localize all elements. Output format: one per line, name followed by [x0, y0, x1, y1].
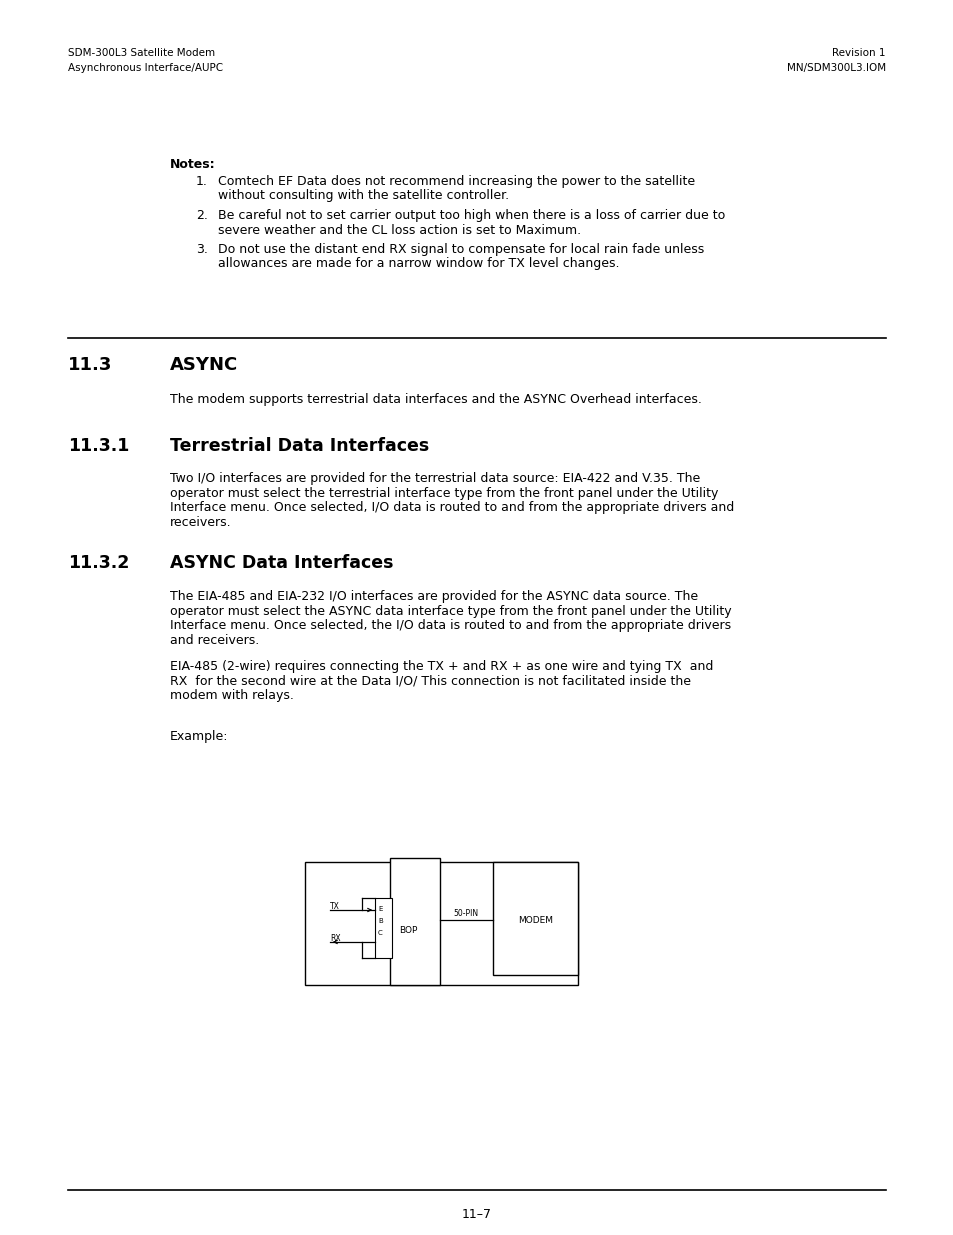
- Text: ASYNC Data Interfaces: ASYNC Data Interfaces: [170, 555, 393, 572]
- Text: E: E: [377, 906, 382, 911]
- Text: Do not use the distant end RX signal to compensate for local rain fade unless: Do not use the distant end RX signal to …: [218, 243, 703, 256]
- Text: TX: TX: [330, 902, 339, 911]
- Text: RX  for the second wire at the Data I/O/ This connection is not facilitated insi: RX for the second wire at the Data I/O/ …: [170, 674, 690, 688]
- Bar: [305, 862, 578, 986]
- Text: SDM-300L3 Satellite Modem: SDM-300L3 Satellite Modem: [68, 48, 214, 58]
- Text: The modem supports terrestrial data interfaces and the ASYNC Overhead interfaces: The modem supports terrestrial data inte…: [170, 393, 701, 406]
- Text: 11–7: 11–7: [461, 1208, 492, 1221]
- Text: without consulting with the satellite controller.: without consulting with the satellite co…: [218, 189, 509, 203]
- Text: 11.3.1: 11.3.1: [68, 437, 130, 454]
- Text: 11.3: 11.3: [68, 356, 112, 374]
- Text: EIA-485 (2-wire) requires connecting the TX + and RX + as one wire and tying TX : EIA-485 (2-wire) requires connecting the…: [170, 659, 713, 673]
- Text: 11.3.2: 11.3.2: [68, 555, 130, 572]
- Text: MN/SDM300L3.IOM: MN/SDM300L3.IOM: [786, 63, 885, 73]
- Text: severe weather and the CL loss action is set to Maximum.: severe weather and the CL loss action is…: [218, 224, 580, 236]
- Text: Notes:: Notes:: [170, 158, 215, 170]
- Text: BOP: BOP: [398, 926, 416, 935]
- Text: ASYNC: ASYNC: [170, 356, 238, 374]
- Text: Asynchronous Interface/AUPC: Asynchronous Interface/AUPC: [68, 63, 223, 73]
- Text: 2.: 2.: [195, 209, 208, 222]
- Text: Two I/O interfaces are provided for the terrestrial data source: EIA-422 and V.3: Two I/O interfaces are provided for the …: [170, 472, 700, 485]
- Text: Interface menu. Once selected, the I/O data is routed to and from the appropriat: Interface menu. Once selected, the I/O d…: [170, 619, 730, 632]
- Text: operator must select the terrestrial interface type from the front panel under t: operator must select the terrestrial int…: [170, 487, 718, 499]
- Text: Be careful not to set carrier output too high when there is a loss of carrier du: Be careful not to set carrier output too…: [218, 209, 724, 222]
- Text: The EIA-485 and EIA-232 I/O interfaces are provided for the ASYNC data source. T: The EIA-485 and EIA-232 I/O interfaces a…: [170, 590, 698, 603]
- Text: operator must select the ASYNC data interface type from the front panel under th: operator must select the ASYNC data inte…: [170, 604, 731, 618]
- Bar: [390, 858, 439, 986]
- Text: modem with relays.: modem with relays.: [170, 689, 294, 701]
- Text: and receivers.: and receivers.: [170, 634, 259, 646]
- Text: C: C: [377, 930, 382, 936]
- Bar: [375, 898, 392, 958]
- Text: 1.: 1.: [195, 175, 208, 188]
- Text: MODEM: MODEM: [517, 916, 553, 925]
- Text: Terrestrial Data Interfaces: Terrestrial Data Interfaces: [170, 437, 429, 454]
- Text: Interface menu. Once selected, I/O data is routed to and from the appropriate dr: Interface menu. Once selected, I/O data …: [170, 501, 734, 514]
- Text: allowances are made for a narrow window for TX level changes.: allowances are made for a narrow window …: [218, 258, 618, 270]
- Text: receivers.: receivers.: [170, 515, 232, 529]
- Text: 3.: 3.: [195, 243, 208, 256]
- Text: RX: RX: [330, 934, 340, 944]
- Text: B: B: [377, 918, 382, 924]
- Text: Revision 1: Revision 1: [832, 48, 885, 58]
- Text: Example:: Example:: [170, 730, 229, 743]
- Text: 50-PIN: 50-PIN: [453, 909, 478, 918]
- Text: Comtech EF Data does not recommend increasing the power to the satellite: Comtech EF Data does not recommend incre…: [218, 175, 695, 188]
- Bar: [493, 862, 578, 974]
